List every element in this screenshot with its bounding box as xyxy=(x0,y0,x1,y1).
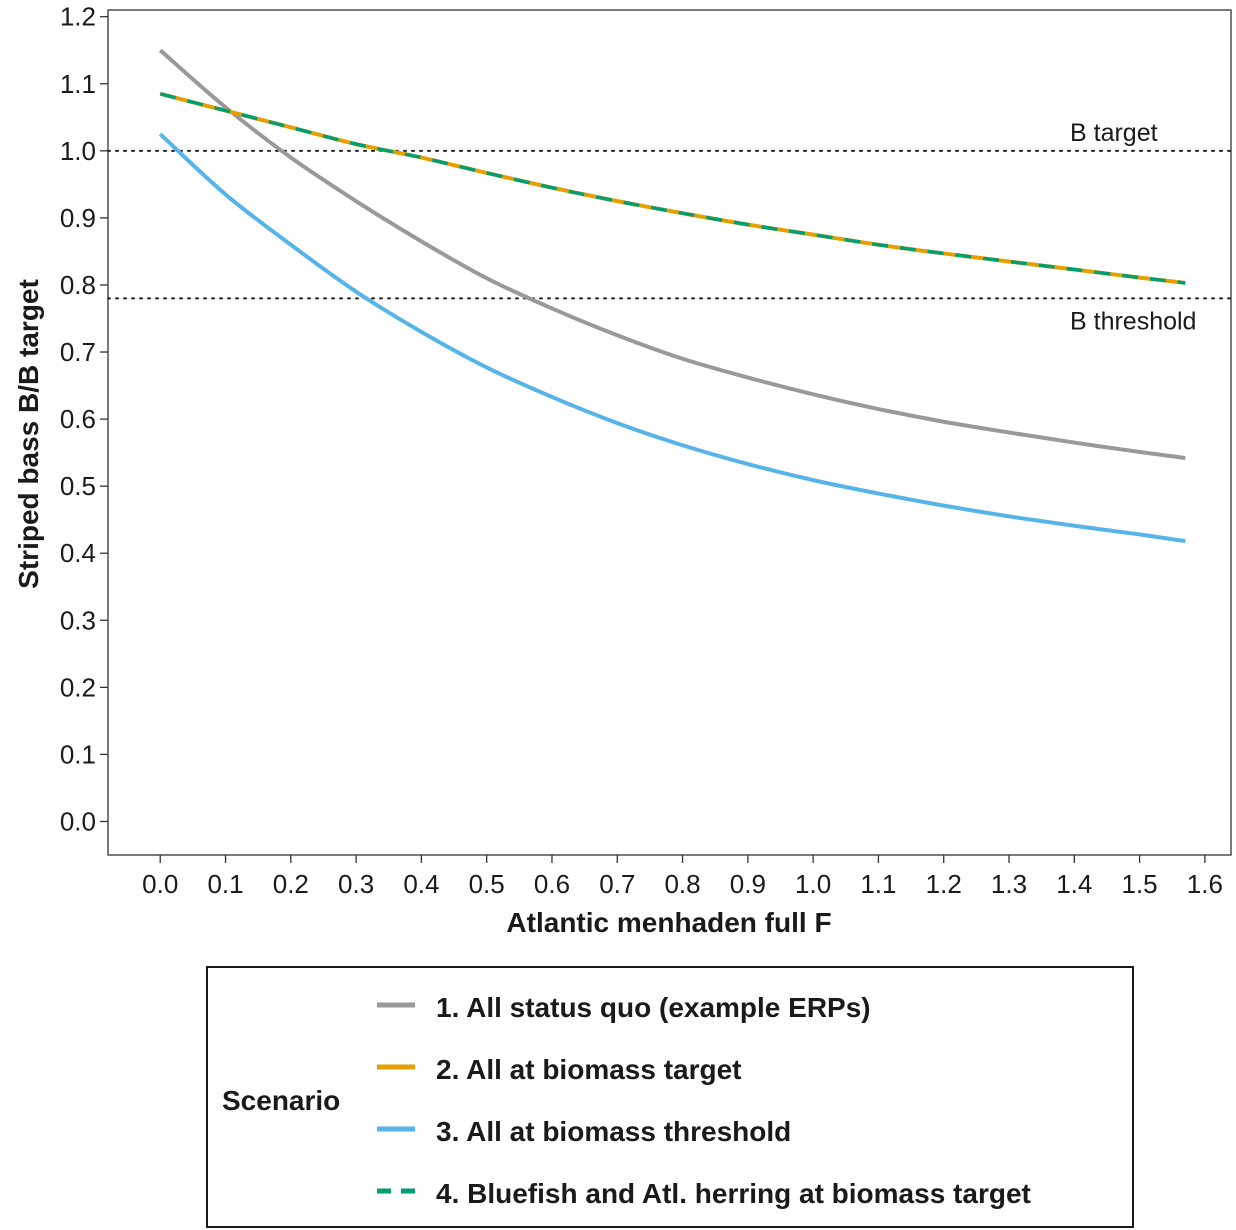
y-tick-label: 0.3 xyxy=(60,605,96,635)
x-tick-label: 1.0 xyxy=(795,869,831,899)
x-tick-label: 1.6 xyxy=(1187,869,1223,899)
legend: Scenario 1. All status quo (example ERPs… xyxy=(206,966,1134,1228)
y-tick-label: 0.8 xyxy=(60,270,96,300)
x-tick-label: 0.6 xyxy=(534,869,570,899)
x-tick-label: 1.1 xyxy=(860,869,896,899)
series-layer xyxy=(158,48,1186,544)
legend-entry-label: 3. All at biomass threshold xyxy=(436,1116,791,1147)
x-tick-label: 0.3 xyxy=(338,869,374,899)
y-axis: 0.0 0.1 0.2 0.3 0.4 0.5 0.6 0.7 0.8 0.9 1.0 1.1 1.2 xyxy=(60,2,108,836)
legend-entry-label: 1. All status quo (example ERPs) xyxy=(436,992,871,1023)
y-tick-label: 0.9 xyxy=(60,203,96,233)
x-tick-label: 1.2 xyxy=(926,869,962,899)
reference-lines: B target B threshold xyxy=(107,119,1232,335)
plot-panel xyxy=(107,9,1232,856)
x-axis-title: Atlantic menhaden full F xyxy=(506,907,831,938)
y-tick-label: 0.2 xyxy=(60,672,96,702)
y-tick-label: 0.7 xyxy=(60,337,96,367)
x-tick-label: 1.4 xyxy=(1056,869,1092,899)
legend-entries: 1. All status quo (example ERPs) 2. All a… xyxy=(377,992,1031,1209)
series-line-3 xyxy=(158,132,1186,544)
series-line-1 xyxy=(158,48,1186,460)
x-axis: 0.0 0.1 0.2 0.3 0.4 0.5 0.6 0.7 0.8 0.9 1.0 1.1 1.2 1… xyxy=(142,855,1223,899)
x-tick-label: 0.1 xyxy=(207,869,243,899)
legend-entry-label: 4. Bluefish and Atl. herring at biomass … xyxy=(436,1178,1031,1209)
y-tick-label: 1.2 xyxy=(60,2,96,32)
x-tick-label: 0.0 xyxy=(142,869,178,899)
x-tick-label: 0.7 xyxy=(599,869,635,899)
x-tick-label: 0.4 xyxy=(403,869,439,899)
y-tick-label: 0.6 xyxy=(60,404,96,434)
y-tick-label: 1.0 xyxy=(60,136,96,166)
series-line-4 xyxy=(159,92,1186,285)
y-axis-title: Striped bass B/B target xyxy=(13,279,44,589)
x-tick-label: 0.8 xyxy=(664,869,700,899)
legend-box xyxy=(206,966,1134,1228)
reference-line-label: B target xyxy=(1070,119,1158,147)
y-tick-label: 0.5 xyxy=(60,471,96,501)
reference-line-label: B threshold xyxy=(1070,307,1196,335)
legend-title: Scenario xyxy=(222,1085,340,1116)
x-tick-label: 1.3 xyxy=(991,869,1027,899)
y-tick-label: 0.1 xyxy=(60,739,96,769)
x-tick-label: 0.2 xyxy=(273,869,309,899)
x-tick-label: 1.5 xyxy=(1122,869,1158,899)
x-tick-label: 0.5 xyxy=(469,869,505,899)
y-tick-label: 1.1 xyxy=(60,69,96,99)
x-tick-label: 0.9 xyxy=(730,869,766,899)
legend-entry-label: 2. All at biomass target xyxy=(436,1054,742,1085)
y-tick-label: 0.4 xyxy=(60,538,96,568)
y-tick-label: 0.0 xyxy=(60,806,96,836)
